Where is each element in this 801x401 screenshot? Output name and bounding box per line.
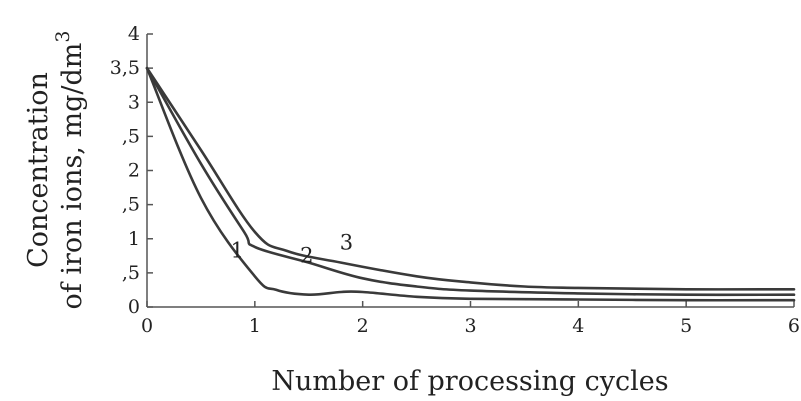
series-line-2 <box>145 66 796 297</box>
x-tick-label: 6 <box>788 315 800 337</box>
series-label-1: 1 <box>231 238 244 262</box>
y-axis-title-line-2: of iron ions, mg/dm3 <box>52 31 88 310</box>
x-tick-label: 2 <box>357 315 369 337</box>
y-ticks: 0 ,5 1 ,5 2 ,5 3 3,5 4 <box>110 23 153 318</box>
x-ticks: 0 1 2 3 4 5 6 <box>141 301 800 337</box>
y-tick-label: 0 <box>128 296 140 318</box>
series-curves <box>145 66 796 302</box>
y-tick-label: 2 <box>128 160 140 182</box>
x-tick-label: 3 <box>464 315 476 337</box>
y-axis-title-line-2-text: of iron ions, mg/dm <box>57 43 88 310</box>
x-axis-title: Number of processing cycles <box>271 366 668 397</box>
y-tick-label: 4 <box>128 23 140 45</box>
series-label-2: 2 <box>300 244 313 268</box>
y-tick-label: 1 <box>128 228 140 250</box>
series-label-3: 3 <box>340 231 353 255</box>
series-line-1 <box>145 66 796 302</box>
y-tick-label: 3 <box>128 91 140 113</box>
series-labels: 1 2 3 <box>231 231 354 268</box>
y-axis-title: Concentration of iron ions, mg/dm3 <box>23 31 88 310</box>
y-tick-label: ,5 <box>122 262 140 284</box>
y-axis-title-line-1: Concentration <box>23 72 54 268</box>
axes <box>146 34 794 308</box>
x-tick-label: 0 <box>141 315 153 337</box>
x-tick-label: 4 <box>572 315 584 337</box>
y-tick-label: ,5 <box>122 194 140 216</box>
y-tick-label: ,5 <box>122 125 140 147</box>
y-tick-label: 3,5 <box>110 57 140 79</box>
x-tick-label: 5 <box>680 315 692 337</box>
y-axis-title-superscript: 3 <box>52 31 74 43</box>
x-tick-label: 1 <box>249 315 261 337</box>
series-line-3 <box>145 66 796 291</box>
